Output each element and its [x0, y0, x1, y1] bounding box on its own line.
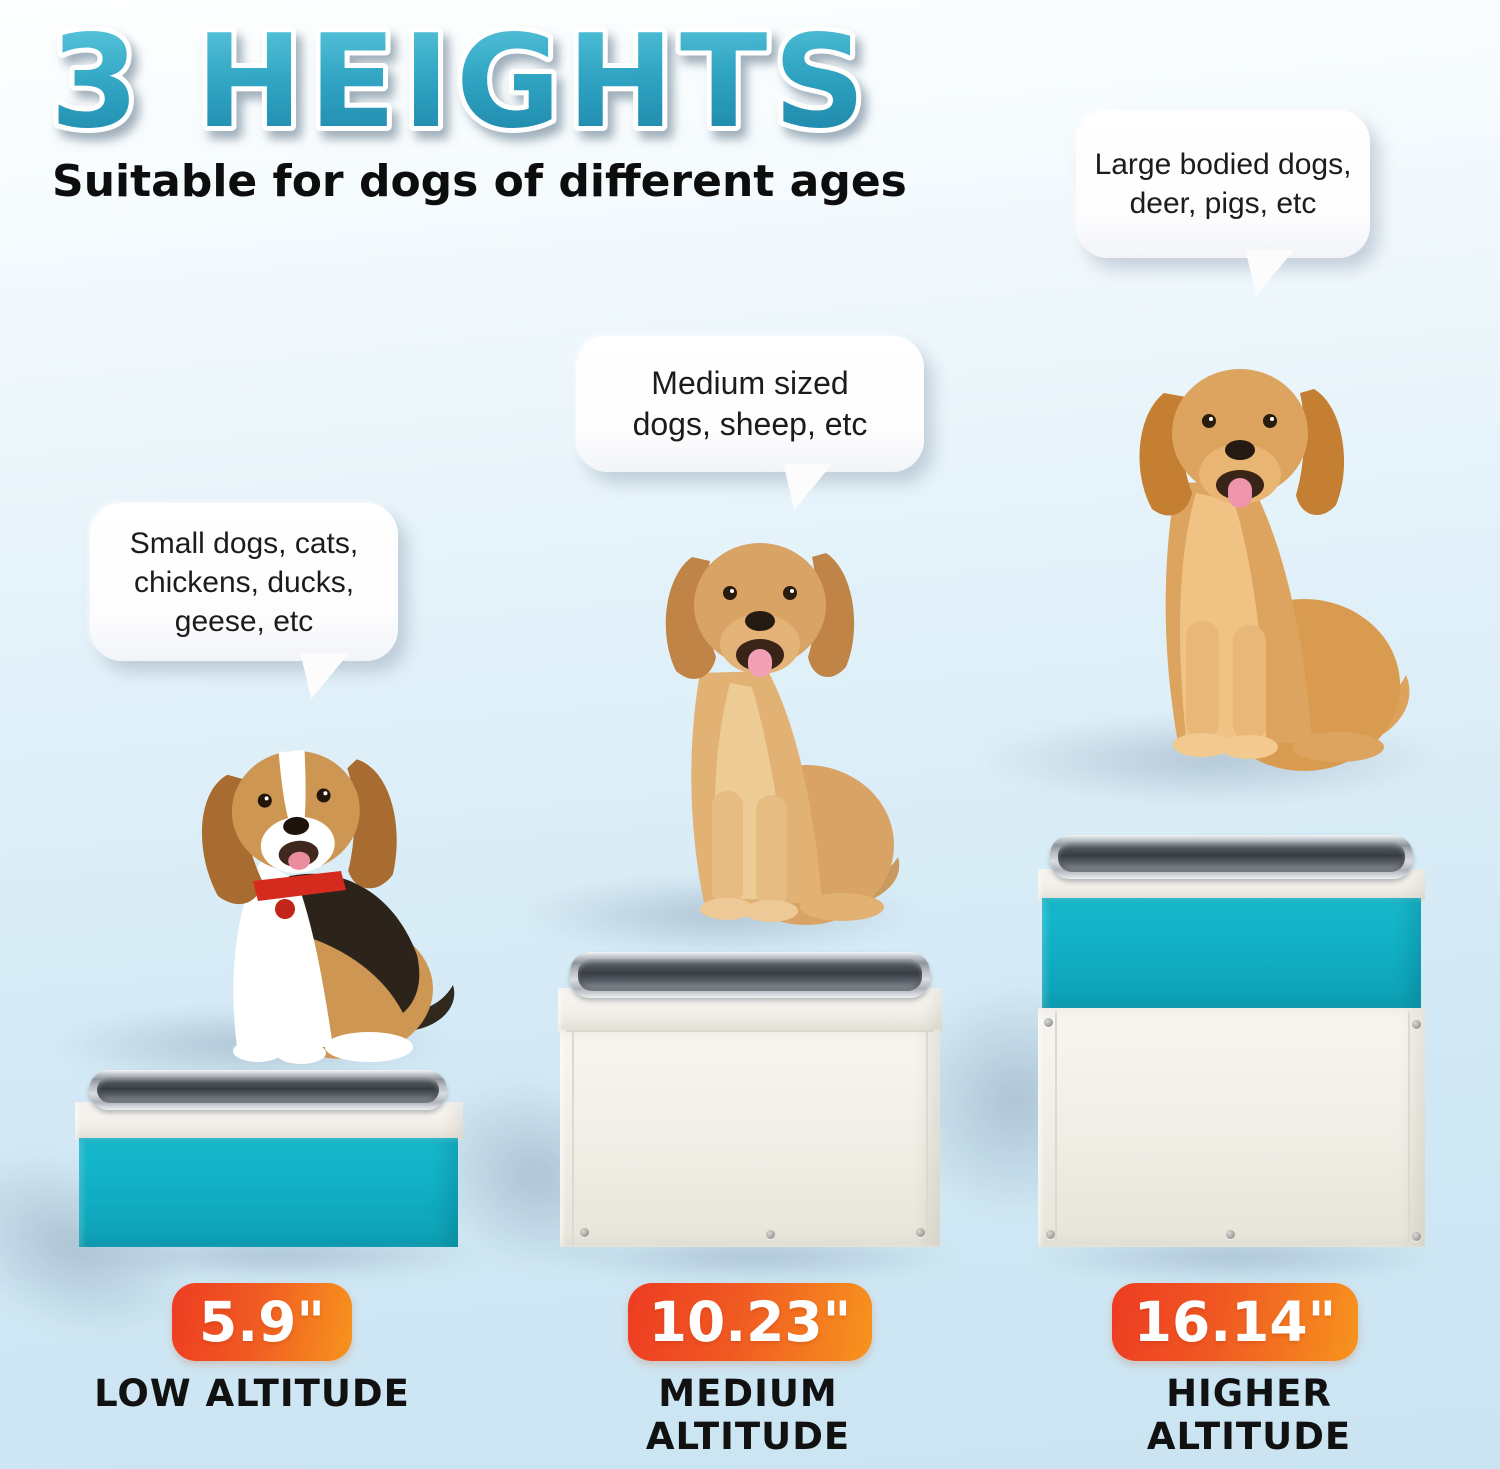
higher-feeder-teal-panel [1042, 898, 1421, 1008]
labrador-dog-photo [665, 543, 900, 925]
altitude-label-higher: HIGHER ALTITUDE [1146, 1372, 1352, 1458]
bubble-large-dogs: Large bodied dogs, deer, pigs, etc [1076, 110, 1370, 258]
bubble-small-dogs: Small dogs, cats, chickens, ducks, geese… [90, 503, 398, 661]
higher-feeder [1038, 835, 1425, 1247]
title-text: 3 HEIGHTS [50, 8, 872, 157]
title-art: 3 HEIGHTS [45, 3, 872, 162]
medium-feeder-bowl [570, 952, 930, 998]
medium-feeder-body [560, 1030, 940, 1247]
bubble-medium-dogs: Medium sized dogs, sheep, etc [576, 336, 924, 472]
low-feeder [75, 1070, 463, 1247]
altitude-label-low: LOW ALTITUDE [94, 1372, 410, 1415]
beagle-dog-photo [201, 749, 455, 1064]
height-badge-higher: 16.14" [1112, 1283, 1358, 1361]
higher-feeder-body [1038, 1008, 1425, 1247]
beagle-collar [253, 871, 346, 901]
page-subtitle: Suitable for dogs of different ages [52, 156, 907, 207]
bubble-large-dogs-tail [1245, 250, 1294, 296]
height-badge-medium: 10.23" [628, 1283, 872, 1361]
golden-retriever-dog-photo [1139, 369, 1410, 771]
medium-feeder [558, 952, 942, 1247]
higher-feeder-bowl [1050, 835, 1413, 879]
height-badge-low: 5.9" [172, 1283, 352, 1361]
altitude-label-medium: MEDIUM ALTITUDE [645, 1372, 851, 1458]
low-feeder-teal-panel [79, 1138, 458, 1247]
page-title: 3 HEIGHTS [44, 0, 944, 174]
low-feeder-bowl [89, 1070, 447, 1110]
